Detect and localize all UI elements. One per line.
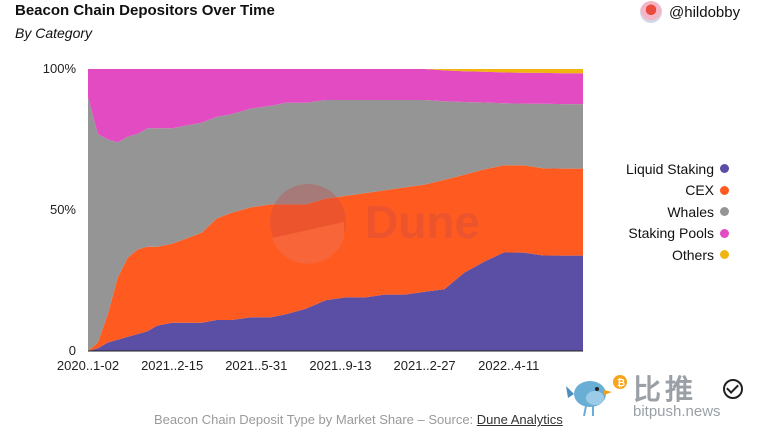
check-circle-icon[interactable] bbox=[723, 379, 743, 399]
watermark-text: Dune bbox=[365, 196, 480, 248]
x-tick-label: 2021..2-15 bbox=[141, 358, 203, 373]
area-liquid-staking bbox=[88, 252, 583, 351]
x-tick-label: 2022..4-11 bbox=[478, 358, 539, 373]
area-whales bbox=[88, 97, 583, 351]
avatar bbox=[640, 1, 662, 23]
chart-title: Beacon Chain Depositors Over Time bbox=[15, 2, 275, 19]
author-link[interactable]: @hildobby bbox=[640, 1, 740, 23]
dune-watermark: Dune bbox=[270, 184, 480, 264]
legend-swatch bbox=[720, 228, 729, 238]
y-tick-label: 50% bbox=[50, 202, 76, 217]
legend-label: Staking Pools bbox=[628, 225, 714, 242]
x-tick-label: 2021..5-31 bbox=[225, 358, 287, 373]
source-caption: Beacon Chain Deposit Type by Market Shar… bbox=[154, 412, 563, 427]
bitpush-logo-text: 比推 bbox=[633, 373, 698, 406]
bitpush-url: bitpush.news bbox=[633, 403, 721, 420]
bitpush-bird-icon: ₿ bbox=[566, 375, 627, 417]
legend-label: Others bbox=[671, 246, 714, 263]
source-text: Beacon Chain Deposit Type by Market Shar… bbox=[154, 412, 477, 427]
legend-label: CEX bbox=[685, 182, 714, 199]
legend-label: Whales bbox=[667, 203, 714, 220]
x-axis: 2020..1-02 2021..2-15 2021..5-31 2021..9-13… bbox=[57, 358, 539, 373]
legend-item[interactable]: Staking Pools bbox=[626, 223, 729, 245]
svg-text:₿: ₿ bbox=[617, 377, 625, 389]
x-tick-label: 2021..2-27 bbox=[394, 358, 456, 373]
legend-swatch bbox=[720, 207, 729, 217]
legend-swatch bbox=[720, 185, 729, 195]
author-name: @hildobby bbox=[669, 3, 741, 21]
legend-label: Liquid Staking bbox=[626, 160, 714, 177]
legend-swatch bbox=[720, 164, 729, 174]
legend-item[interactable]: Others bbox=[626, 244, 729, 266]
x-tick-label: 2020..1-02 bbox=[57, 358, 119, 373]
legend-swatch bbox=[720, 250, 729, 260]
legend-item[interactable]: CEX bbox=[626, 180, 729, 202]
y-tick-label: 0 bbox=[69, 343, 76, 358]
area-staking-pools bbox=[88, 69, 583, 143]
legend-item[interactable]: Liquid Staking bbox=[626, 158, 729, 180]
y-axis: 0 50% 100% bbox=[43, 61, 77, 358]
area-cex bbox=[88, 165, 583, 351]
x-tick-label: 2021..9-13 bbox=[309, 358, 371, 373]
y-tick-label: 100% bbox=[43, 61, 77, 76]
area-others bbox=[88, 69, 583, 74]
chart-subtitle: By Category bbox=[15, 25, 93, 41]
legend: Liquid Staking CEX Whales Staking Pools Othe… bbox=[626, 158, 729, 266]
chart-areas bbox=[88, 69, 583, 351]
legend-item[interactable]: Whales bbox=[626, 201, 729, 223]
source-link[interactable]: Dune Analytics bbox=[476, 412, 563, 427]
